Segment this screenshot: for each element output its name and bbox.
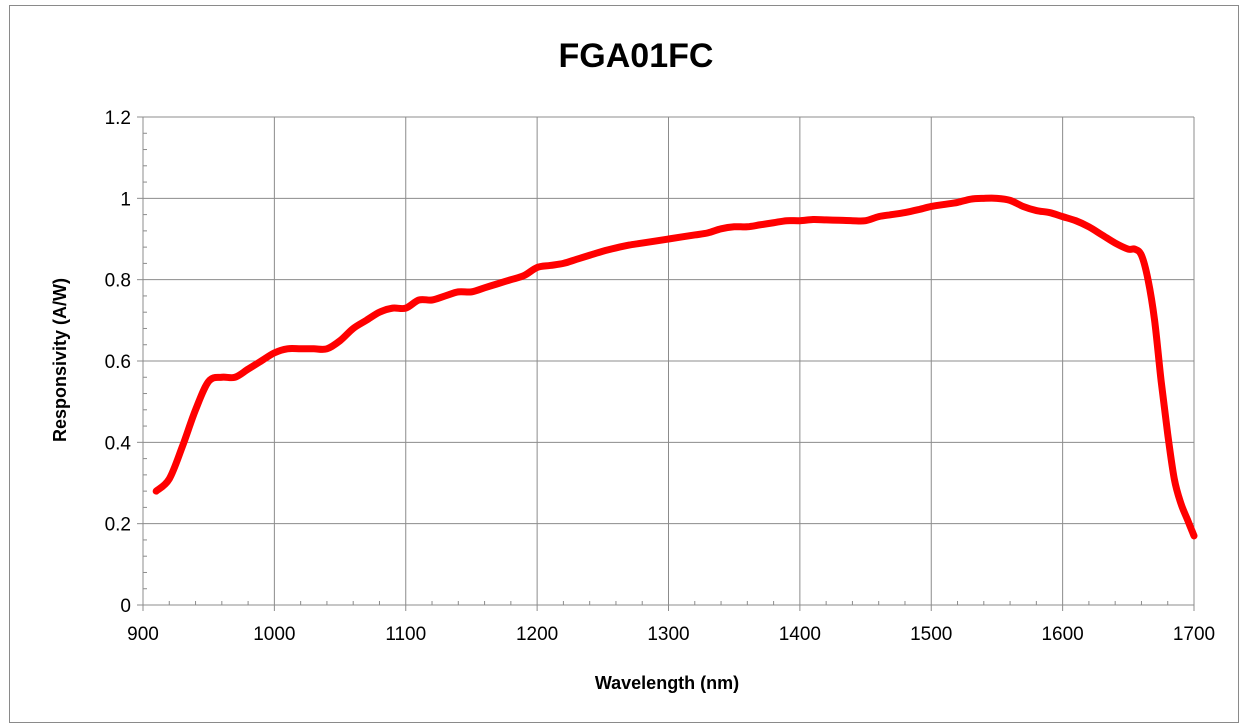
y-tick-label: 0.2: [105, 515, 131, 536]
x-tick-label: 1000: [253, 624, 295, 645]
x-tick-label: 1200: [516, 624, 558, 645]
axes: [137, 116, 1195, 611]
y-tick-label: 0.6: [105, 352, 131, 373]
y-tick-label: 0: [120, 596, 131, 617]
chart-frame: [9, 5, 1239, 723]
y-tick-label: 1: [120, 189, 131, 210]
x-tick-label: 1400: [779, 624, 821, 645]
tick-labels: 0 0.2 0.4 0.6 0.8 1 1.2 900 1000 1100 1200 1300 1400…: [105, 108, 1216, 645]
x-tick-label: 1500: [910, 624, 952, 645]
y-tick-label: 1.2: [105, 108, 131, 129]
x-tick-label: 1600: [1041, 624, 1083, 645]
series-layer: [152, 194, 1198, 540]
responsivity-series-line: [152, 194, 1198, 540]
gridlines: [143, 116, 1195, 605]
x-axis-label: Wavelength (nm): [595, 673, 739, 693]
x-tick-label: 1700: [1173, 624, 1215, 645]
y-tick-label: 0.8: [105, 271, 131, 292]
x-tick-label: 900: [127, 624, 159, 645]
y-axis-label: Responsivity (A/W): [50, 278, 70, 442]
chart-title: FGA01FC: [559, 37, 714, 75]
x-tick-label: 1300: [647, 624, 689, 645]
x-tick-label: 1100: [385, 624, 426, 645]
y-tick-label: 0.4: [105, 433, 132, 454]
